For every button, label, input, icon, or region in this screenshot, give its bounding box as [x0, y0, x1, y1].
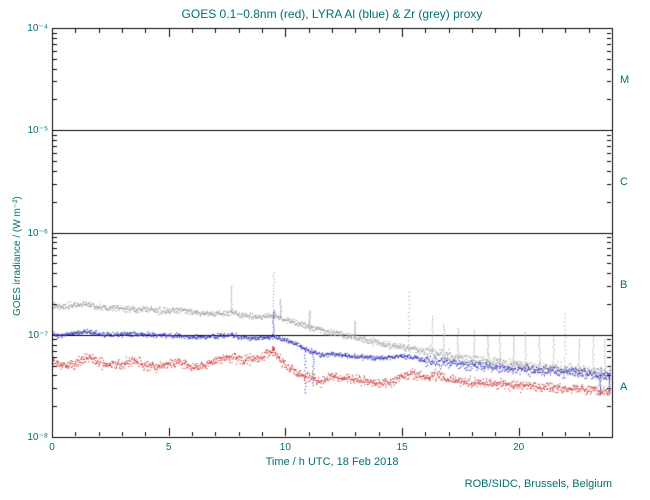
y-axis-label: GOES irradiance / (W m⁻²) [12, 196, 23, 316]
x-axis-label: Time / h UTC, 18 Feb 2018 [265, 456, 399, 468]
x-tick-label: 0 [49, 442, 55, 453]
x-tick-label: 10 [279, 442, 291, 453]
x-tick-label: 15 [396, 442, 408, 453]
credit-text: ROB/SIDC, Brussels, Belgium [464, 478, 612, 490]
y-tick-label: 10⁻⁵ [27, 125, 48, 137]
x-tick-label: 5 [165, 442, 172, 453]
chart-title: GOES 0.1−0.8nm (red), LYRA Al (blue) & Z… [181, 7, 483, 21]
x-tick-label: 20 [513, 442, 525, 453]
flare-class-label: B [620, 278, 628, 291]
y-tick-label: 10⁻⁶ [27, 227, 48, 239]
y-tick-label: 10⁻⁷ [27, 329, 48, 341]
flare-class-label: M [620, 74, 630, 87]
y-tick-label: 10⁻⁴ [27, 23, 48, 34]
flare-class-label: A [620, 380, 628, 393]
flare-class-label: C [620, 176, 628, 189]
y-tick-label: 10⁻⁸ [27, 432, 48, 443]
